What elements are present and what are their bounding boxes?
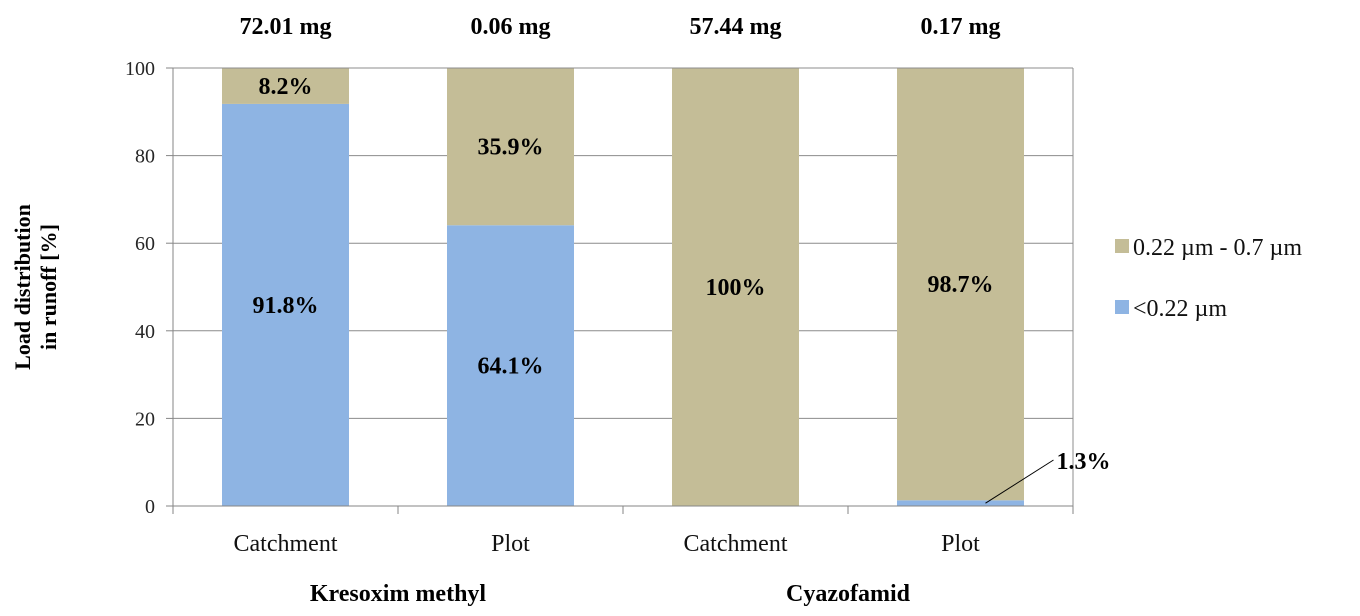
y-tick-label: 60: [135, 233, 155, 255]
group-label: Kresoxim methyl: [310, 581, 487, 607]
data-label: 100%: [706, 275, 766, 301]
bar-segment: [222, 68, 349, 104]
y-tick-label: 40: [135, 321, 155, 343]
bar-segment: [447, 68, 574, 226]
data-label: 8.2%: [259, 74, 313, 100]
data-label: 64.1%: [478, 354, 544, 380]
data-label: 1.3%: [1057, 449, 1111, 475]
total-label: 57.44 mg: [690, 14, 782, 40]
bar-segment: [897, 500, 1024, 506]
x-category-label: Plot: [491, 531, 530, 557]
data-label: 98.7%: [928, 272, 994, 298]
bars: [222, 68, 1024, 506]
legend-swatch: [1115, 300, 1129, 314]
total-label: 0.06 mg: [471, 14, 551, 40]
legend-label: 0.22 µm - 0.7 µm: [1133, 235, 1302, 261]
legend: 0.22 µm - 0.7 µm <0.22 µm: [1115, 235, 1302, 322]
y-tick-label: 80: [135, 146, 155, 168]
y-tick-label: 20: [135, 408, 155, 430]
legend-label: <0.22 µm: [1133, 296, 1227, 322]
y-tick-label: 100: [125, 58, 155, 80]
bar-segment: [897, 68, 1024, 501]
x-category-label: Catchment: [234, 531, 338, 557]
bar-segment: [672, 68, 799, 506]
x-category-label: Plot: [941, 531, 980, 557]
bar-segment: [222, 103, 349, 506]
total-label: 72.01 mg: [240, 14, 332, 40]
y-tick-label: 0: [145, 496, 155, 518]
data-label: 91.8%: [253, 293, 319, 319]
leader-line: [985, 459, 1054, 504]
legend-swatch: [1115, 239, 1129, 253]
bar-segment: [447, 225, 574, 506]
y-axis-title: Load distribution: [10, 204, 35, 370]
total-label: 0.17 mg: [921, 14, 1001, 40]
group-label: Cyazofamid: [786, 581, 911, 607]
y-axis-title: in runoff [%]: [36, 224, 61, 350]
x-category-label: Catchment: [684, 531, 788, 557]
data-label: 35.9%: [478, 135, 544, 161]
axes: 0 20 40 60 80 100: [125, 58, 1074, 518]
